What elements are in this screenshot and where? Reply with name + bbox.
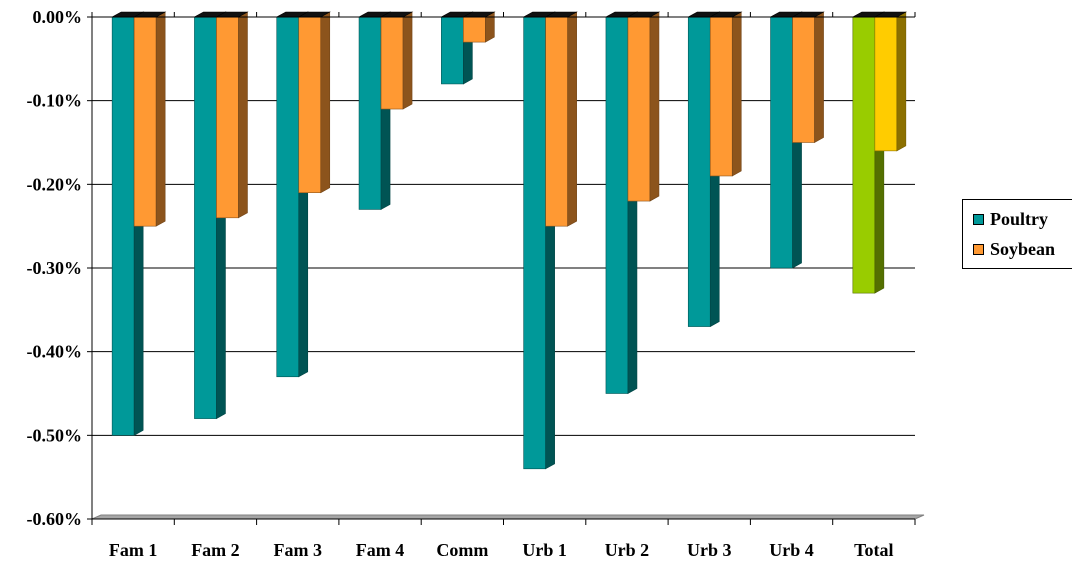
floor [91,514,925,520]
x-axis-ticks: Fam 1 Fam 2 Fam 3 Fam 4 Comm Urb 1 Urb 2 Urb 3 U… [91,12,916,560]
y-tick-label: -0.60% [27,509,83,529]
bar-front-face [605,16,629,394]
bar-soybean-fam-2 [215,11,249,219]
bar-soybean-total [873,11,908,152]
bar-front-face [194,16,217,419]
bar-front-face [276,16,300,378]
bar-front-face [770,16,793,269]
bar-side-face [320,11,331,194]
y-tick-label: -0.40% [27,342,83,362]
bar-soybean-fam-4 [379,11,414,110]
bar-soybean-comm [462,11,496,43]
x-tick-label: Comm [436,540,488,560]
bar-side-face [649,11,660,202]
bar-soybean-fam-1 [132,11,167,227]
bar-soybean-fam-3 [297,11,331,194]
bar-side-face [238,11,248,219]
legend-label-soybean: Soybean [990,238,1056,259]
bar-front-face [545,16,568,227]
x-tick-label: Urb 4 [769,540,814,560]
bar-front-face [441,16,464,85]
legend-label-poultry: Poultry [990,208,1048,229]
bar-front-face [380,16,404,110]
bar-side-face [731,11,742,177]
y-tick-label: 0.00% [33,7,83,27]
x-tick-label: Urb 3 [687,540,732,560]
bar-side-face [402,11,413,110]
bar-front-face [463,16,486,43]
bar-front-face [874,16,898,152]
bar-side-face [567,11,577,227]
legend: Poultry Soybean [962,199,1072,269]
bar-front-face [298,16,322,193]
x-tick-label: Fam 2 [191,540,240,560]
bar-front-face [216,16,239,219]
bars [110,11,908,470]
bar-soybean-urb-1 [544,11,578,227]
bar-front-face [111,16,135,436]
bar-soybean-urb-3 [709,11,743,177]
x-tick-label: Urb 1 [522,540,567,560]
bar-front-face [358,16,382,210]
legend-swatch-poultry [973,213,984,225]
bar-soybean-urb-4 [791,11,825,144]
legend-item-poultry: Poultry [973,209,1048,229]
y-tick-label: -0.20% [27,174,83,194]
y-tick-label: -0.50% [27,425,83,445]
x-tick-label: Fam 3 [274,540,323,560]
bar-front-face [133,16,157,227]
x-tick-label: Fam 4 [356,540,405,560]
y-axis-ticks: 0.00% -0.10% -0.20% -0.30% -0.40% -0.50% -0.60… [27,7,92,529]
bar-side-face [814,11,824,144]
bar-side-face [896,11,907,152]
bar-soybean-urb-2 [626,11,661,202]
legend-item-soybean: Soybean [973,239,1055,259]
bar-front-face [852,16,876,294]
x-tick-label: Fam 1 [109,540,158,560]
y-tick-label: -0.30% [27,258,83,278]
x-tick-label: Urb 2 [605,540,650,560]
y-tick-label: -0.10% [27,91,83,111]
bar-front-face [687,16,711,327]
bar-front-face [627,16,651,202]
bar-front-face [523,16,546,470]
bar-front-face [709,16,733,177]
bar-side-face [155,11,166,227]
legend-swatch-soybean [973,243,984,255]
x-tick-label: Total [854,540,893,560]
bar-front-face [792,16,815,143]
